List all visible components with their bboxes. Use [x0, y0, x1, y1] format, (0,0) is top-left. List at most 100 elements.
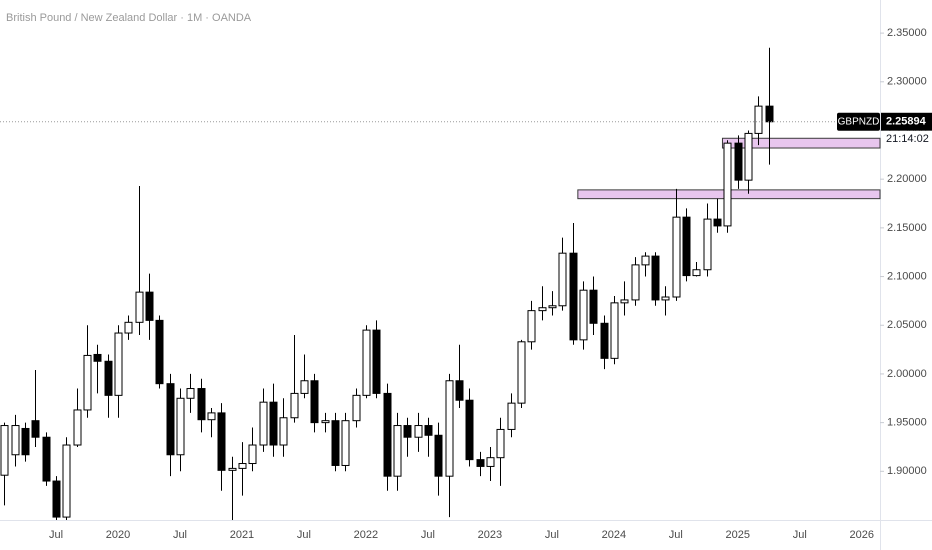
candle-body: [445, 380, 454, 477]
candle-body: [93, 353, 102, 362]
candle-body: [641, 255, 650, 266]
plot-area: [0, 47, 881, 520]
candle-body: [166, 383, 175, 456]
candle-body: [465, 399, 474, 461]
candle-body: [310, 380, 319, 424]
candle-body: [476, 459, 485, 467]
countdown-box: [881, 130, 932, 148]
candle-body: [600, 322, 609, 359]
candle-body: [279, 417, 288, 446]
candle-body: [548, 305, 557, 309]
y-tick-label: 2.00000: [887, 368, 927, 380]
candle-body: [538, 307, 547, 312]
x-tick-label: Jul: [421, 529, 435, 541]
y-tick-label: 2.35000: [887, 27, 927, 39]
candle-body: [383, 392, 392, 477]
candle-body: [713, 218, 722, 227]
candle-body: [11, 425, 20, 456]
candle-body: [83, 354, 92, 411]
candle-body: [496, 428, 505, 459]
candle-body: [661, 296, 670, 301]
candle-body: [569, 252, 578, 341]
y-tick-label: 2.20000: [887, 173, 927, 185]
candle-body: [517, 341, 526, 404]
candle-body: [197, 388, 206, 421]
candle-body: [765, 105, 774, 123]
symbol-label: GBPNZD: [838, 116, 880, 127]
chart-title: British Pound / New Zealand Dollar · 1M …: [6, 12, 252, 24]
candle-body: [259, 401, 268, 446]
candle-body: [434, 434, 443, 477]
candle-body: [414, 425, 423, 438]
candle-body: [331, 420, 340, 466]
candle-body: [692, 269, 701, 277]
candle-body: [52, 480, 61, 518]
x-tick-label: 2023: [478, 529, 502, 541]
candle-body: [114, 332, 123, 396]
y-tick-label: 2.05000: [887, 319, 927, 331]
x-tick-label: 2022: [354, 529, 378, 541]
x-tick-label: 2024: [602, 529, 626, 541]
candle-body: [682, 216, 691, 277]
candle-body: [527, 310, 536, 343]
candle-body: [290, 392, 299, 419]
candle-body: [672, 216, 681, 298]
candle-body: [723, 142, 732, 227]
candle-body: [31, 420, 40, 438]
candle-body: [507, 402, 516, 430]
candle-body: [269, 401, 278, 446]
x-tick-label: Jul: [669, 529, 683, 541]
candle-body: [0, 425, 9, 476]
candle-body: [341, 420, 350, 466]
candle-body: [403, 425, 412, 438]
candle-body: [362, 329, 371, 396]
candle-body: [424, 425, 433, 436]
last-price-label: 2.25894: [886, 116, 927, 128]
x-tick-label: 2020: [106, 529, 130, 541]
candle-body: [486, 457, 495, 467]
zone: [721, 137, 881, 149]
candle-body: [124, 321, 133, 334]
x-tick-label: Jul: [545, 529, 559, 541]
y-tick-label: 1.95000: [887, 417, 927, 429]
candle-body: [703, 218, 712, 271]
candle-body: [104, 360, 113, 396]
candle-body: [372, 329, 381, 394]
candle-body: [610, 302, 619, 359]
candle-body: [42, 436, 51, 482]
x-tick-label: Jul: [49, 529, 63, 541]
candle-body: [651, 255, 660, 301]
candle-body: [352, 394, 361, 422]
x-tick-label: Jul: [297, 529, 311, 541]
x-tick-label: 2021: [230, 529, 254, 541]
candle-body: [579, 289, 588, 341]
y-tick-label: 2.15000: [887, 222, 927, 234]
y-tick-label: 2.30000: [887, 76, 927, 88]
candle-body: [734, 142, 743, 181]
candle-body: [73, 409, 82, 446]
x-tick-label: Jul: [793, 529, 807, 541]
candle-body: [176, 397, 185, 456]
x-tick-label: Jul: [173, 529, 187, 541]
y-tick-label: 1.90000: [887, 465, 927, 477]
y-tick-label: 2.10000: [887, 270, 927, 282]
candle-body: [455, 380, 464, 401]
candle-body: [631, 264, 640, 301]
x-tick-label: 2025: [726, 529, 750, 541]
candle-body: [145, 291, 154, 321]
candle-body: [186, 388, 195, 399]
candle-body: [393, 425, 402, 477]
candle-body: [207, 412, 216, 421]
candle-body: [217, 412, 226, 471]
x-tick-label: 2026: [850, 529, 874, 541]
candle-body: [620, 299, 629, 304]
candle-body: [135, 291, 144, 323]
candle-body: [300, 380, 309, 394]
candle-body: [238, 463, 247, 469]
candle-body: [754, 105, 763, 134]
countdown-label: 21:14:02: [886, 133, 929, 145]
candle-body: [155, 319, 164, 385]
last-price-box: [881, 112, 932, 131]
candle-body: [62, 444, 71, 518]
